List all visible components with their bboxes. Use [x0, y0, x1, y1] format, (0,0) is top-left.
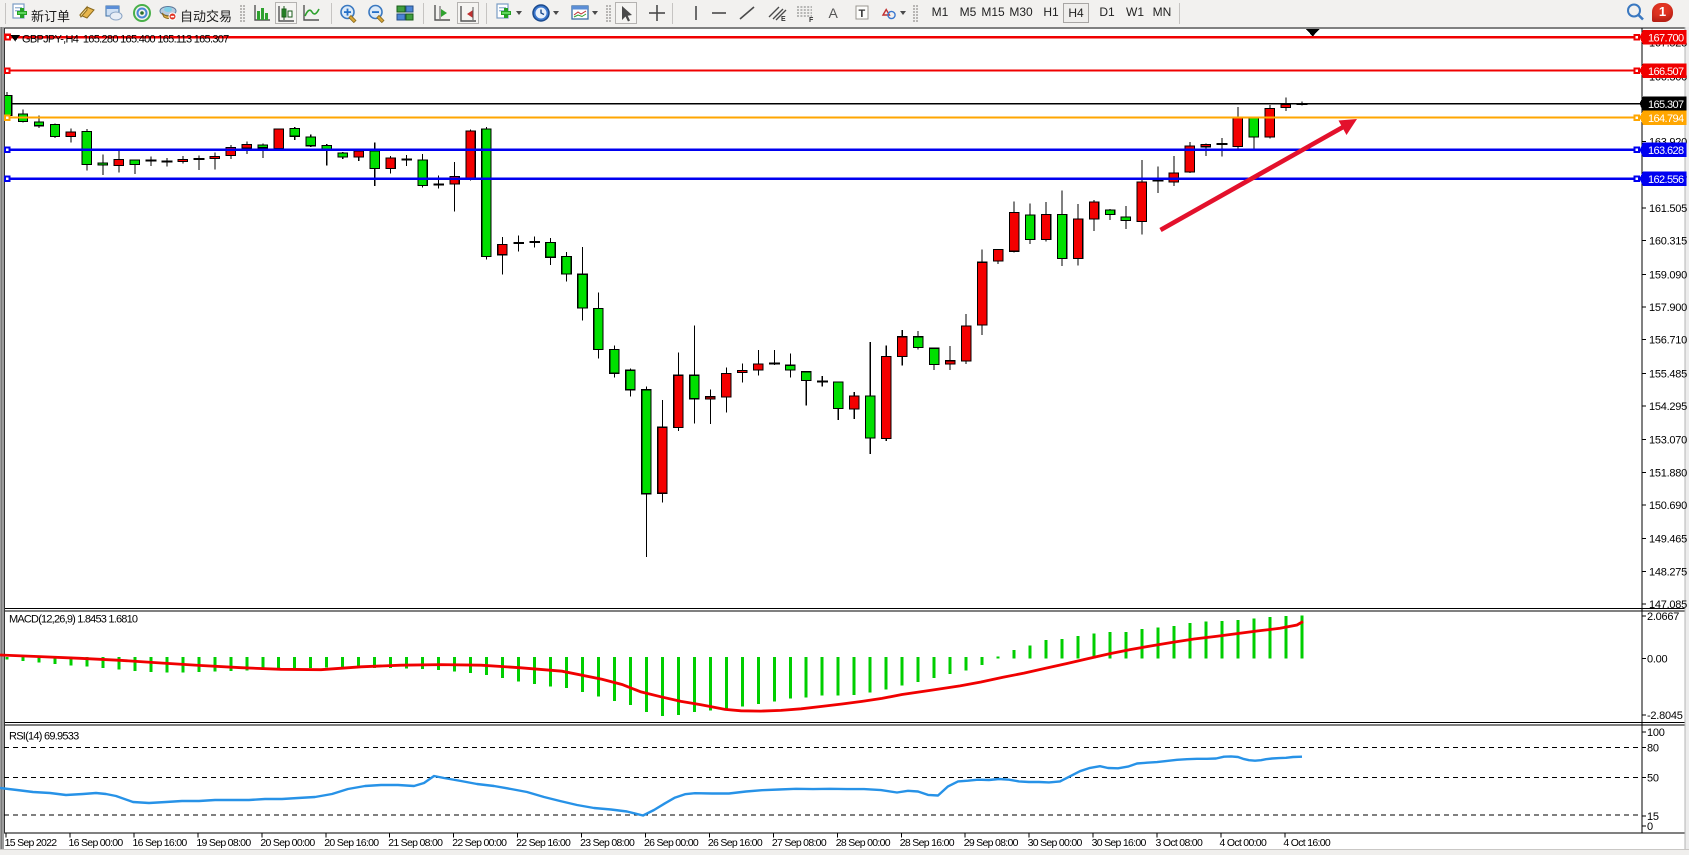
svg-text:26 Sep 16:00: 26 Sep 16:00 [708, 837, 763, 849]
svg-text:164.794: 164.794 [1648, 113, 1684, 125]
svg-text:30 Sep 00:00: 30 Sep 00:00 [1028, 837, 1083, 849]
svg-text:22 Sep 00:00: 22 Sep 00:00 [452, 837, 507, 849]
svg-text:T: T [859, 8, 866, 20]
svg-text:19 Sep 08:00: 19 Sep 08:00 [196, 837, 251, 849]
svg-text:153.070: 153.070 [1649, 435, 1687, 447]
svg-text:28 Sep 16:00: 28 Sep 16:00 [900, 837, 955, 849]
svg-text:16 Sep 00:00: 16 Sep 00:00 [69, 837, 124, 849]
svg-text:163.628: 163.628 [1648, 145, 1684, 157]
svg-text:28 Sep 00:00: 28 Sep 00:00 [836, 837, 891, 849]
svg-text:167.700: 167.700 [1648, 32, 1684, 44]
svg-text:27 Sep 08:00: 27 Sep 08:00 [772, 837, 827, 849]
svg-text:154.295: 154.295 [1649, 401, 1687, 413]
svg-text:29 Sep 08:00: 29 Sep 08:00 [964, 837, 1019, 849]
svg-text:0.00: 0.00 [1647, 653, 1668, 665]
svg-text:50: 50 [1647, 772, 1659, 784]
svg-text:0: 0 [1647, 821, 1653, 833]
svg-text:F: F [809, 17, 814, 23]
svg-text:160.315: 160.315 [1649, 236, 1687, 248]
svg-text:22 Sep 16:00: 22 Sep 16:00 [516, 837, 571, 849]
svg-text:165.307: 165.307 [1648, 99, 1684, 111]
svg-text:156.710: 156.710 [1649, 335, 1687, 347]
svg-text:151.880: 151.880 [1649, 467, 1687, 479]
svg-text:E: E [781, 16, 786, 23]
svg-text:159.090: 159.090 [1649, 269, 1687, 281]
svg-text:20 Sep 00:00: 20 Sep 00:00 [260, 837, 315, 849]
svg-text:147.085: 147.085 [1649, 599, 1687, 611]
svg-text:150.690: 150.690 [1649, 500, 1687, 512]
svg-text:4 Oct 16:00: 4 Oct 16:00 [1283, 837, 1330, 849]
svg-text:166.507: 166.507 [1648, 66, 1684, 78]
svg-text:100: 100 [1647, 727, 1665, 739]
svg-text:162.556: 162.556 [1648, 174, 1684, 186]
svg-text:148.275: 148.275 [1649, 566, 1687, 578]
svg-text:15 Sep 2022: 15 Sep 2022 [5, 837, 58, 849]
svg-text:20 Sep 16:00: 20 Sep 16:00 [324, 837, 379, 849]
svg-text:3 Oct 08:00: 3 Oct 08:00 [1156, 837, 1203, 849]
svg-text:15: 15 [1647, 811, 1659, 823]
svg-text:-2.8045: -2.8045 [1647, 710, 1683, 722]
svg-text:RSI(14) 69.9533: RSI(14) 69.9533 [9, 731, 79, 743]
svg-text:21 Sep 08:00: 21 Sep 08:00 [388, 837, 443, 849]
svg-text:155.485: 155.485 [1649, 368, 1687, 380]
svg-text:MACD(12,26,9) 1.8453 1.6810: MACD(12,26,9) 1.8453 1.6810 [9, 614, 138, 626]
svg-text:149.465: 149.465 [1649, 534, 1687, 546]
svg-text:80: 80 [1647, 742, 1659, 754]
svg-text:4 Oct 00:00: 4 Oct 00:00 [1220, 837, 1267, 849]
svg-text:157.900: 157.900 [1649, 302, 1687, 314]
svg-text:16 Sep 16:00: 16 Sep 16:00 [133, 837, 188, 849]
svg-text:161.505: 161.505 [1649, 203, 1687, 215]
svg-text:GBPJPY-,H4 165.280 165.400 16: GBPJPY-,H4 165.280 165.400 165.113 165.3… [22, 34, 229, 46]
svg-text:23 Sep 08:00: 23 Sep 08:00 [580, 837, 635, 849]
svg-text:A: A [829, 5, 839, 21]
svg-text:2.0667: 2.0667 [1647, 611, 1679, 623]
svg-text:26 Sep 00:00: 26 Sep 00:00 [644, 837, 699, 849]
svg-text:30 Sep 16:00: 30 Sep 16:00 [1092, 837, 1147, 849]
